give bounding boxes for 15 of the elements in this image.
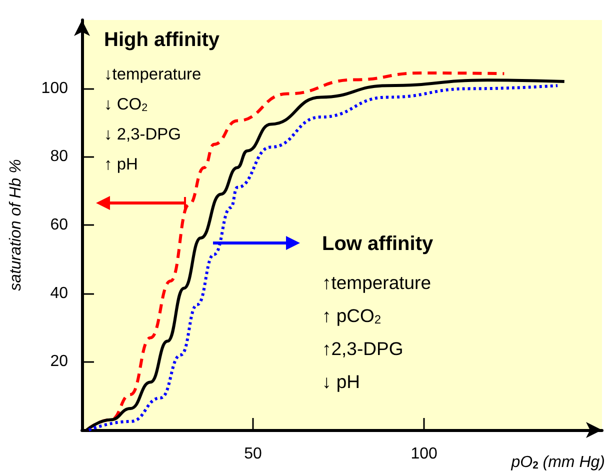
annotation: ↑2,3-DPG (322, 338, 404, 359)
annotation: High affinity (104, 29, 220, 51)
y-tick-label: 60 (50, 216, 68, 234)
annotation: ↑temperature (322, 272, 431, 293)
y-tick-label: 100 (41, 80, 68, 97)
annotation: ↑ pH (104, 156, 138, 174)
x-tick-label: 50 (244, 446, 262, 462)
y-tick-label: 80 (50, 148, 68, 166)
annotation: ↓ 2,3-DPG (104, 126, 182, 144)
annotation: Low affinity (322, 233, 434, 255)
y-tick-label: 20 (50, 353, 68, 370)
y-axis-title: saturation of Hb % (8, 159, 24, 291)
y-tick-label: 40 (50, 284, 68, 302)
annotation: ↓ pH (322, 371, 360, 392)
annotation: ↓temperature (104, 66, 202, 84)
